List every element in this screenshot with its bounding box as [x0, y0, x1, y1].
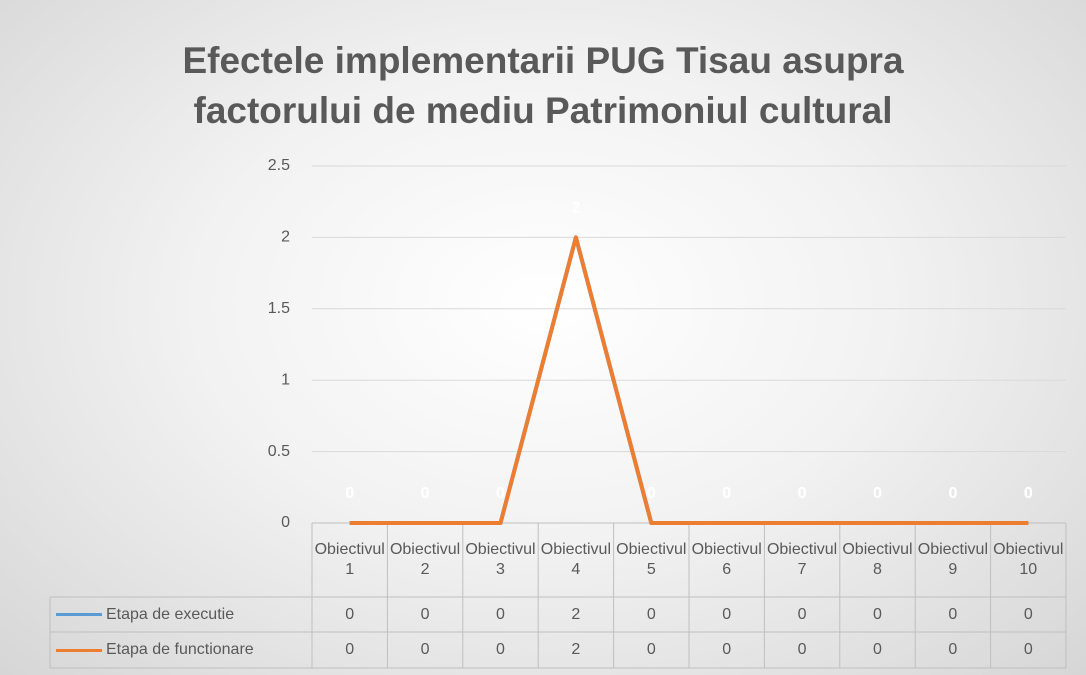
- legend-swatch: [56, 613, 102, 616]
- data-label: 0: [948, 485, 957, 502]
- data-label: 0: [873, 485, 882, 502]
- table-value: 0: [646, 605, 656, 623]
- table-value: 0: [873, 641, 882, 658]
- table-value: 0: [948, 641, 958, 658]
- table-value: 0: [1023, 605, 1033, 623]
- data-label: 0: [421, 485, 430, 502]
- table-value: 0: [797, 641, 807, 658]
- data-label: 0: [1024, 485, 1033, 502]
- chart-title: Efectele implementarii PUG Tisau asupra …: [182, 40, 904, 131]
- category-label: Obiectivul 2: [389, 541, 461, 578]
- data-label: 2: [571, 200, 580, 217]
- legend-label: Etapa de functionare: [106, 641, 254, 658]
- table-value: 2: [571, 641, 581, 658]
- table-value: 0: [722, 605, 732, 623]
- data-label: 0: [722, 485, 731, 502]
- table-value: 0: [797, 605, 807, 623]
- y-tick-label: 0.5: [268, 443, 290, 460]
- data-label: 0: [345, 485, 354, 502]
- data-label: 2: [571, 200, 580, 217]
- y-tick-label: 2.5: [268, 157, 290, 174]
- data-label: 0: [496, 485, 505, 502]
- table-value: 0: [345, 641, 355, 658]
- data-label: 0: [496, 485, 505, 502]
- table-value: 0: [420, 605, 430, 623]
- data-label: 0: [722, 485, 731, 502]
- data-label: 0: [345, 485, 354, 502]
- category-label: Obiectivul 7: [766, 541, 838, 578]
- category-label: Obiectivul 4: [540, 541, 611, 578]
- category-label: Obiectivul 10: [993, 541, 1064, 578]
- table-value: 2: [571, 605, 581, 623]
- legend-swatch: [56, 648, 102, 652]
- data-label: 0: [1024, 485, 1033, 502]
- data-label: 0: [647, 485, 656, 502]
- series-line: [349, 235, 1029, 525]
- data-label: 0: [421, 485, 430, 502]
- table-value: 0: [722, 641, 732, 658]
- y-tick-label: 1.5: [268, 300, 290, 317]
- y-tick-label: 1: [281, 371, 290, 388]
- data-label: 0: [873, 485, 882, 502]
- category-label: Obiectivul 8: [842, 541, 913, 578]
- table-value: 0: [873, 605, 882, 623]
- table-value: 0: [345, 605, 355, 623]
- table-value: 0: [496, 641, 505, 658]
- category-label: Obiectivul 1: [314, 541, 385, 578]
- legend-label: Etapa de executie: [106, 605, 235, 623]
- category-label: Obiectivul 6: [691, 541, 762, 578]
- table-value: 0: [1023, 641, 1033, 658]
- table-value: 0: [420, 641, 430, 658]
- data-label: 0: [798, 485, 807, 502]
- data-label: 0: [647, 485, 656, 502]
- legend-entry: Etapa de executie: [50, 597, 312, 632]
- table-value: 0: [646, 641, 656, 658]
- category-label: Obiectivul 9: [917, 541, 988, 578]
- category-label: Obiectivul 5: [616, 541, 687, 578]
- data-label: 0: [798, 485, 807, 502]
- legend-entry: Etapa de functionare: [50, 632, 312, 668]
- category-label: Obiectivul 3: [465, 541, 536, 578]
- y-tick-label: 2: [281, 229, 290, 246]
- table-value: 0: [948, 605, 958, 623]
- data-label: 0: [948, 485, 957, 502]
- y-tick-label: 0: [281, 514, 290, 531]
- table-value: 0: [496, 605, 505, 623]
